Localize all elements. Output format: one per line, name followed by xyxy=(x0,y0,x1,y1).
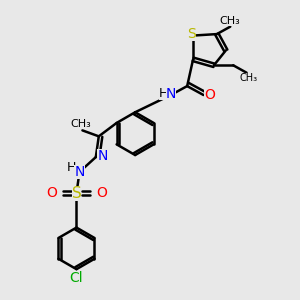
Text: N: N xyxy=(97,148,107,163)
Text: S: S xyxy=(187,27,196,41)
Text: H: H xyxy=(159,87,168,100)
Text: S: S xyxy=(72,186,81,201)
Text: N: N xyxy=(74,165,85,179)
Text: O: O xyxy=(46,186,57,200)
Text: O: O xyxy=(96,186,107,200)
Text: O: O xyxy=(204,88,215,102)
Text: CH₃: CH₃ xyxy=(220,16,241,26)
Text: CH₃: CH₃ xyxy=(70,119,91,129)
Text: N: N xyxy=(166,86,176,100)
Text: Cl: Cl xyxy=(70,271,83,284)
Text: CH₃: CH₃ xyxy=(239,73,257,83)
Text: H: H xyxy=(66,161,76,174)
